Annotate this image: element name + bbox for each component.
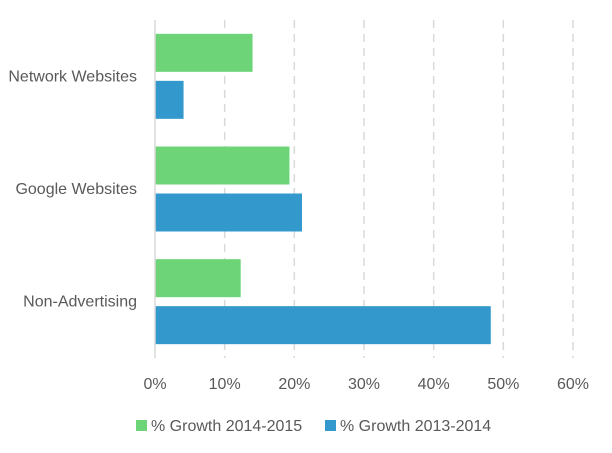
x-tick-label: 0% <box>143 376 166 393</box>
x-axis: 0% 10% 20% 30% 40% 50% 60% <box>143 20 589 393</box>
x-tick-label: 40% <box>418 376 450 393</box>
x-tick-label: 10% <box>209 376 241 393</box>
category-label: Google Websites <box>15 181 137 198</box>
grid-lines <box>223 20 574 358</box>
x-tick-label: 60% <box>557 376 589 393</box>
bars <box>155 33 491 345</box>
category-labels: Network Websites Google Websites Non-Adver… <box>8 68 137 310</box>
bar-growth-2013-2014 <box>155 80 184 119</box>
bar-growth-2014-2015 <box>155 259 241 298</box>
bar-growth-2014-2015 <box>155 146 290 185</box>
bar-growth-2013-2014 <box>155 193 302 232</box>
x-tick-label: 20% <box>278 376 310 393</box>
x-tick-label: 50% <box>487 376 519 393</box>
category-label: Network Websites <box>8 68 137 85</box>
bar-growth-2013-2014 <box>155 306 491 345</box>
bar-growth-2014-2015 <box>155 33 253 72</box>
legend-label: % Growth 2014-2015 <box>151 418 302 435</box>
x-tick-label: 30% <box>348 376 380 393</box>
legend-swatch <box>136 420 147 431</box>
category-label: Non-Advertising <box>23 294 137 311</box>
legend-label: % Growth 2013-2014 <box>340 418 491 435</box>
legend: % Growth 2014-2015 % Growth 2013-2014 <box>136 418 491 435</box>
legend-swatch <box>325 420 336 431</box>
